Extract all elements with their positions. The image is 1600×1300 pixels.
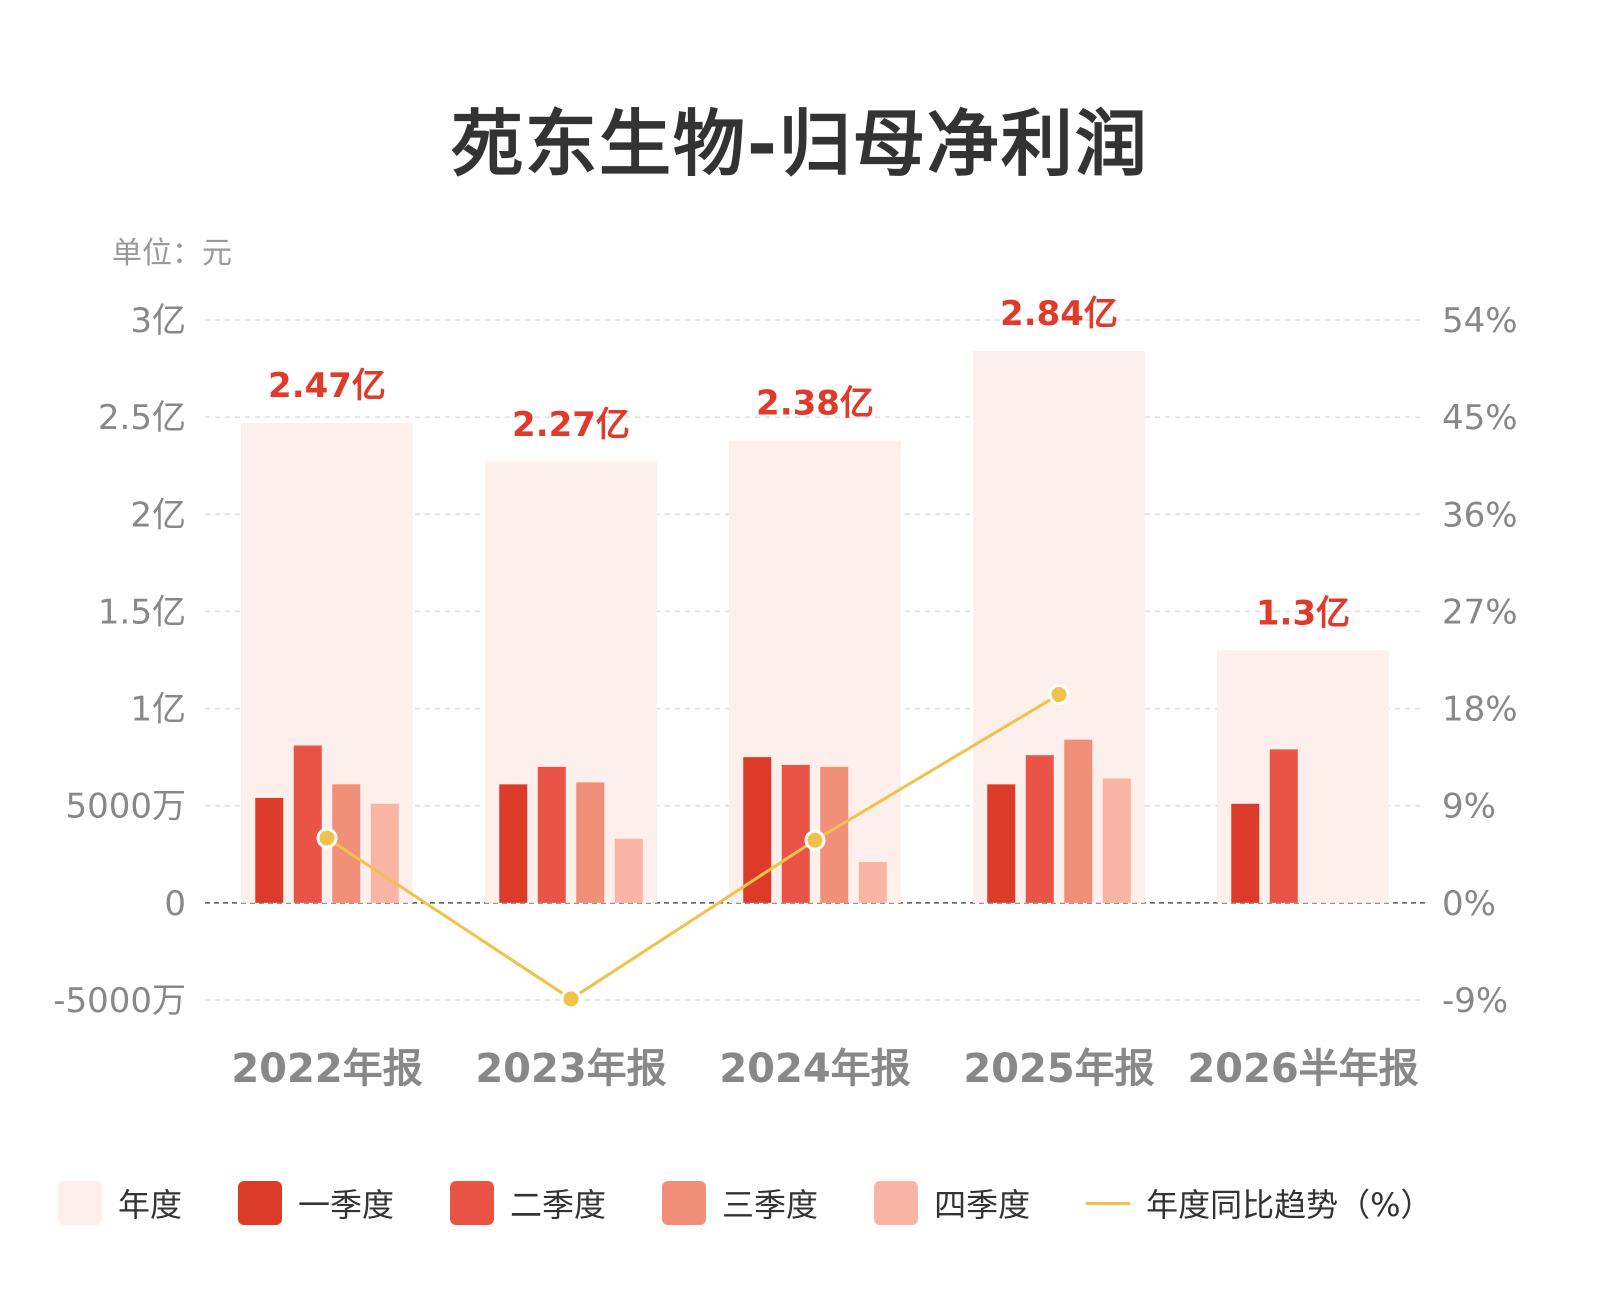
yoy-trend-line [326,693,1060,1001]
y-right-tick-label: 18% [1442,690,1518,730]
legend-label: 二季度 [510,1186,607,1224]
annual-value-label: 1.3亿 [1256,593,1350,633]
legend-item-q3: 三季度 [662,1180,818,1226]
x-tick-label: 2025年报 [963,1046,1154,1092]
bar-q4 [858,862,887,903]
legend-swatch [1086,1201,1131,1205]
yoy-trend-point [1048,684,1070,706]
chart-canvas: -5000万 0 5000万 1亿 1.5亿 2亿 2.5亿 3亿 -9% 0% 9% 18% 27% 3… [53,294,1518,1092]
y-left-tick-label: 5000万 [65,787,186,827]
legend-label: 三季度 [722,1186,819,1224]
bar-q2 [1025,755,1054,903]
unit-label: 单位：元 [112,236,232,271]
y-right-tick-label: 0% [1442,884,1496,924]
chart-legend: 年度 一季度 二季度 三季度 四季度 年度同比趋势（%） [58,1178,1489,1228]
y-right-tick-label: 36% [1442,495,1518,535]
bar-q4 [370,803,399,903]
legend-label: 年度 [118,1186,183,1224]
x-tick-label: 2022年报 [231,1046,422,1092]
legend-swatch [450,1181,495,1225]
bar-q3 [1064,739,1093,903]
legend-swatch [662,1181,707,1225]
chart-title: 苑东生物-归母净利润 [451,102,1149,186]
legend-label: 四季度 [934,1186,1031,1224]
y-right-tick-label: 27% [1442,592,1518,632]
x-tick-label: 2024年报 [719,1046,910,1092]
bar-q1 [499,784,528,903]
bar-q2 [781,764,810,903]
y-right-tick-label: 9% [1442,787,1496,827]
bar-q2 [293,745,322,903]
legend-swatch [58,1181,102,1225]
y-right-tick-label: -9% [1442,981,1508,1021]
y-left-tick-label: 1.5亿 [98,592,186,632]
bar-q3 [576,782,605,903]
legend-label: 一季度 [298,1186,395,1224]
bar-q1 [1231,803,1260,903]
legend-item-q4: 四季度 [874,1180,1030,1226]
annual-value-label: 2.38亿 [756,383,874,423]
y-left-tick-label: 2亿 [130,495,186,535]
y-right-tick-label: 45% [1442,398,1518,438]
bar-q4 [1102,778,1131,903]
bar-q2 [1269,749,1298,903]
bar-q2 [537,766,566,903]
yoy-trend-point [804,829,826,851]
y-left-tick-label: 0 [164,884,186,924]
y-left-tick-label: 2.5亿 [98,398,186,438]
y-left-tick-label: 3亿 [130,301,186,341]
bar-q1 [987,784,1016,903]
x-tick-label: 2023年报 [475,1046,666,1092]
legend-swatch [874,1181,919,1225]
legend-label: 年度同比趋势（%） [1146,1186,1433,1224]
legend-item-q2: 二季度 [450,1180,606,1226]
y-left-tick-label: -5000万 [53,981,186,1021]
y-right-tick-label: 54% [1442,301,1518,341]
x-tick-label: 2026半年报 [1187,1046,1418,1092]
bar-q1 [255,797,284,903]
legend-swatch [238,1181,283,1225]
bar-q4 [614,838,643,903]
yoy-trend-point [316,827,338,849]
legend-item-q1: 一季度 [238,1180,394,1226]
annual-value-label: 2.47亿 [268,366,386,406]
annual-value-label: 2.27亿 [512,405,630,445]
y-left-tick-label: 1亿 [130,690,186,730]
bar-q1 [743,757,772,903]
annual-value-label: 2.84亿 [1000,294,1118,334]
legend-item-line: 年度同比趋势（%） [1086,1180,1433,1226]
yoy-trend-point [560,988,582,1010]
legend-item-annual: 年度 [58,1180,182,1226]
